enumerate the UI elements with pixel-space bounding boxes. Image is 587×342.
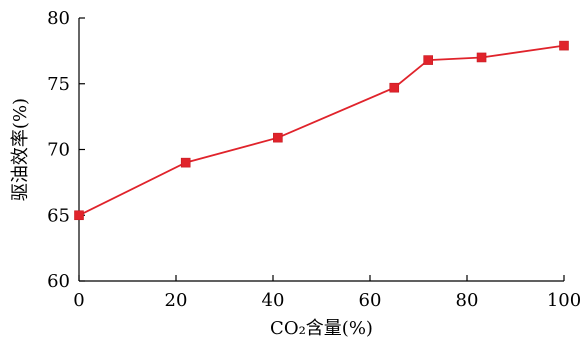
data-point-marker [559,40,569,51]
y-tick-label: 60 [47,271,70,292]
y-tick-label: 75 [47,74,70,95]
series-line [78,44,565,217]
x-tick-label: 60 [359,290,382,311]
axes [78,18,564,282]
x-axis-ticks: 0 20 40 60 80 100 [73,275,581,311]
data-point-marker [74,210,84,221]
series-layer [74,40,569,221]
y-tick-label: 65 [47,205,70,226]
data-point-marker [389,82,400,93]
data-point-marker [423,55,434,65]
y-tick-label: 80 [47,8,70,29]
x-tick-label: 0 [73,290,84,311]
x-tick-label: 80 [456,290,479,311]
x-axis-title: CO₂含量(%) [270,318,373,339]
x-tick-label: 20 [165,290,188,311]
x-tick-label: 100 [547,290,581,311]
data-point-marker [180,157,191,168]
data-point-marker [273,132,283,143]
x-tick-label: 40 [262,290,285,311]
y-axis-ticks: 60 65 70 75 80 [47,8,85,292]
data-point-marker [476,52,487,63]
y-tick-label: 70 [47,140,70,161]
y-axis-title: 驱油效率(%) [10,98,31,201]
